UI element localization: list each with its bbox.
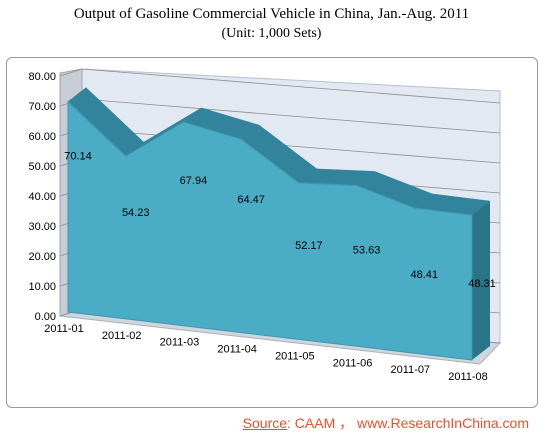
area-series — [67, 87, 491, 361]
y-tick-label: 10.00 — [28, 281, 56, 293]
y-axis-tick-labels: 0.00 10.00 20.00 30.00 40.00 50.00 60.00 70.00 8… — [28, 71, 56, 323]
y-tick-label: 20.00 — [28, 251, 56, 263]
y-tick-label: 50.00 — [28, 161, 56, 173]
gridline-side — [59, 68, 83, 77]
x-tick-label: 2011-08 — [448, 371, 488, 383]
gridline — [81, 128, 501, 164]
data-labels: 70.14 54.23 67.94 64.47 52.17 53.63 48.41 48.31 — [64, 151, 496, 290]
x-tick-label: 2011-06 — [333, 357, 373, 369]
chart-subtitle: (Unit: 1,000 Sets) — [221, 26, 322, 41]
x-tick-label: 2011-04 — [217, 344, 257, 356]
gridline — [81, 68, 501, 104]
y-tick-label: 40.00 — [28, 191, 56, 203]
x-tick-label: 2011-01 — [44, 323, 84, 335]
data-label: 70.14 — [64, 151, 92, 163]
data-label: 67.94 — [180, 175, 208, 187]
chart-title: Output of Gasoline Commercial Vehicle in… — [73, 6, 470, 22]
data-label: 48.31 — [468, 278, 496, 290]
data-label: 53.63 — [353, 244, 381, 256]
x-tick-label: 2011-05 — [275, 350, 315, 362]
y-tick-label: 30.00 — [28, 221, 56, 233]
chart-title-block: Output of Gasoline Commercial Vehicle in… — [0, 4, 543, 43]
x-tick-label: 2011-03 — [160, 337, 200, 349]
x-tick-label: 2011-02 — [102, 330, 142, 342]
data-label: 52.17 — [295, 240, 323, 252]
source-text: : CAAM ， www.ResearchInChina.com — [287, 415, 529, 431]
x-tick-label: 2011-07 — [391, 364, 431, 376]
data-label: 54.23 — [122, 207, 150, 219]
x-axis-tick-labels: 2011-01 2011-02 2011-03 2011-04 2011-05 2011-… — [44, 323, 488, 383]
data-label: 64.47 — [237, 194, 265, 206]
y-tick-label: 80.00 — [28, 71, 56, 83]
y-tick-label: 70.00 — [28, 101, 56, 113]
area-side-face — [472, 201, 490, 360]
y-tick-label: 0.00 — [35, 311, 56, 323]
data-label: 48.41 — [411, 269, 439, 281]
area-front-face — [67, 100, 473, 361]
source-note: Source: CAAM ， www.ResearchInChina.com — [243, 413, 529, 433]
source-label: Source — [242, 415, 288, 431]
y-tick-label: 60.00 — [28, 131, 56, 143]
gridline — [81, 98, 501, 134]
